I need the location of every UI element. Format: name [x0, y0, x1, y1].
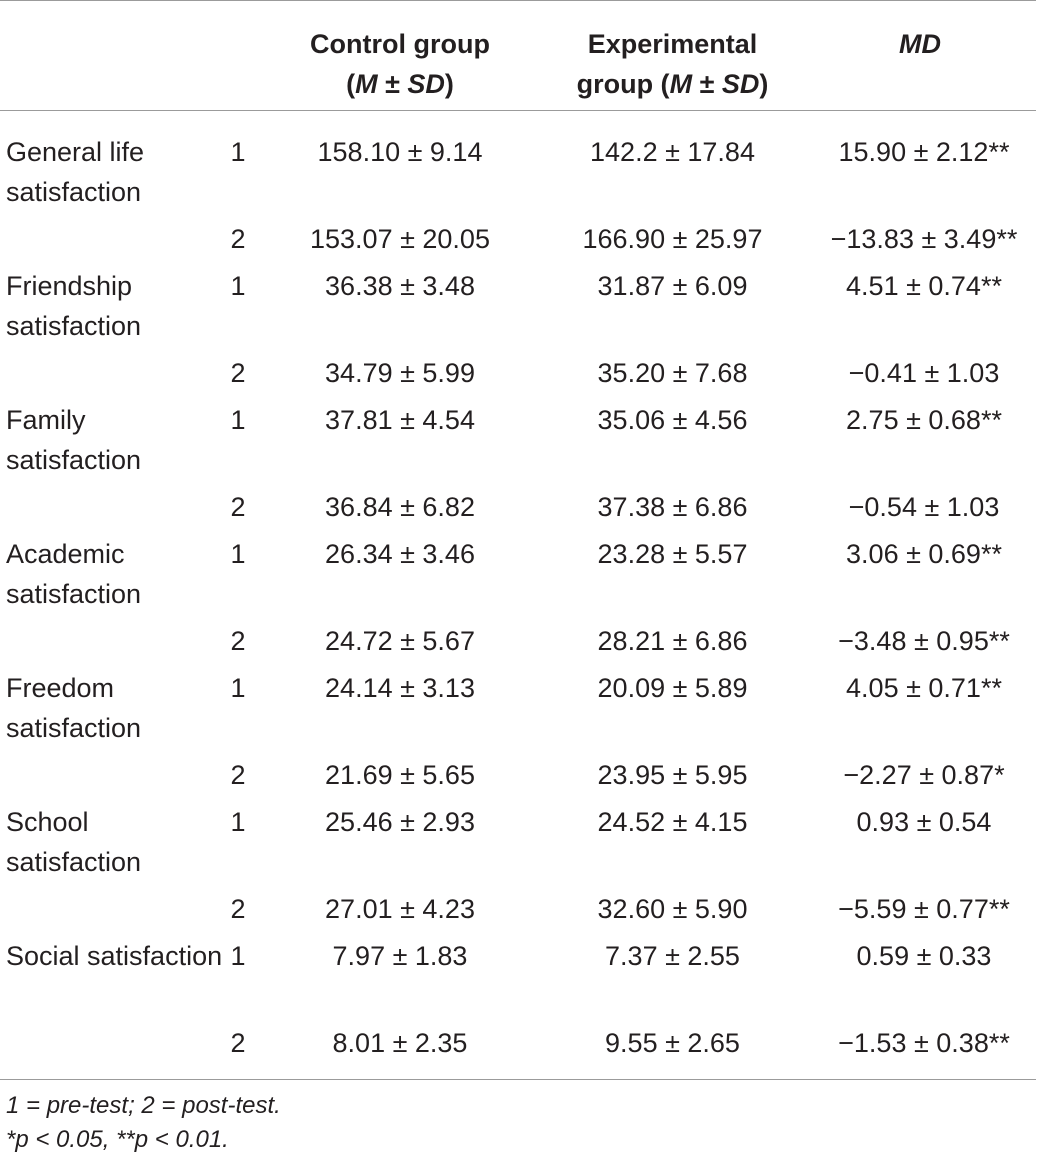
experimental-cell: 35.20 ± 7.68	[597, 358, 748, 388]
experimental-cell: 23.28 ± 5.57	[597, 539, 748, 569]
md-cell: −3.48 ± 0.95**	[838, 626, 1010, 656]
control-cell: 26.34 ± 3.46	[325, 539, 475, 569]
time-cell: 2	[230, 626, 246, 656]
control-cell: 8.01 ± 2.35	[332, 1028, 468, 1058]
experimental-cell: 24.52 ± 4.15	[597, 807, 748, 837]
control-cell: 25.46 ± 2.93	[325, 807, 475, 837]
row-label: Freedom satisfaction	[6, 673, 142, 743]
time-cell: 2	[230, 1028, 246, 1058]
time-cell: 1	[230, 673, 246, 703]
row-label: General life satisfaction	[6, 137, 145, 207]
control-cell: 37.81 ± 4.54	[325, 405, 475, 435]
experimental-cell: 31.87 ± 6.09	[597, 271, 748, 301]
control-cell: 27.01 ± 4.23	[325, 894, 475, 924]
control-cell: 24.72 ± 5.67	[325, 626, 475, 656]
experimental-cell: 20.09 ± 5.89	[597, 673, 748, 703]
control-cell: 24.14 ± 3.13	[325, 673, 475, 703]
time-cell: 1	[230, 271, 246, 301]
time-cell: 1	[230, 539, 246, 569]
table-bottom-rule	[0, 1079, 1036, 1080]
md-cell: 4.05 ± 0.71**	[846, 673, 1002, 703]
table-top-rule	[0, 0, 1036, 1]
time-cell: 1	[230, 807, 246, 837]
control-cell: 153.07 ± 20.05	[310, 224, 490, 254]
time-cell: 2	[230, 492, 246, 522]
experimental-cell: 35.06 ± 4.56	[597, 405, 748, 435]
experimental-cell: 7.37 ± 2.55	[605, 941, 740, 971]
experimental-cell: 28.21 ± 6.86	[597, 626, 748, 656]
md-cell: 4.51 ± 0.74**	[846, 271, 1002, 301]
md-cell: 3.06 ± 0.69**	[846, 539, 1002, 569]
header-control-line1: Control group	[310, 29, 490, 59]
experimental-cell: 32.60 ± 5.90	[597, 894, 748, 924]
md-cell: 2.75 ± 0.68**	[846, 405, 1002, 435]
md-cell: 15.90 ± 2.12**	[838, 137, 1010, 167]
experimental-cell: 142.2 ± 17.84	[590, 137, 755, 167]
control-cell: 36.38 ± 3.48	[325, 271, 475, 301]
time-cell: 2	[230, 894, 246, 924]
control-cell: 34.79 ± 5.99	[325, 358, 475, 388]
header-control-group: Control group (M ± SD)	[270, 24, 530, 104]
footnote-legend: 1 = pre-test; 2 = post-test.	[6, 1092, 281, 1119]
header-exp-line1: Experimental	[587, 29, 758, 59]
md-cell: 0.93 ± 0.54	[856, 807, 992, 837]
header-experimental-group: Experimental group (M ± SD)	[540, 24, 805, 104]
header-rule	[0, 110, 1036, 111]
md-cell: −0.54 ± 1.03	[848, 492, 1000, 522]
time-cell: 2	[230, 760, 246, 790]
header-md: MD	[899, 29, 941, 59]
time-cell: 2	[230, 358, 246, 388]
experimental-cell: 9.55 ± 2.65	[605, 1028, 740, 1058]
md-cell: −5.59 ± 0.77**	[838, 894, 1010, 924]
row-label: Academic satisfaction	[6, 539, 142, 609]
md-cell: −2.27 ± 0.87*	[843, 760, 1005, 790]
header-control-line2: (M ± SD)	[346, 69, 454, 99]
time-cell: 1	[230, 941, 246, 971]
control-cell: 7.97 ± 1.83	[332, 941, 468, 971]
row-label: Friendship satisfaction	[6, 271, 142, 341]
row-label: Family satisfaction	[6, 405, 142, 475]
header-exp-line2: group (M ± SD)	[576, 69, 769, 99]
experimental-cell: 23.95 ± 5.95	[597, 760, 748, 790]
md-cell: −0.41 ± 1.03	[848, 358, 1000, 388]
control-cell: 36.84 ± 6.82	[325, 492, 475, 522]
row-label: School satisfaction	[6, 807, 142, 877]
experimental-cell: 166.90 ± 25.97	[582, 224, 763, 254]
experimental-cell: 37.38 ± 6.86	[597, 492, 748, 522]
control-cell: 158.10 ± 9.14	[317, 137, 483, 167]
md-cell: −13.83 ± 3.49**	[830, 224, 1018, 254]
time-cell: 2	[230, 224, 246, 254]
time-cell: 1	[230, 137, 246, 167]
md-cell: 0.59 ± 0.33	[856, 941, 992, 971]
control-cell: 21.69 ± 5.65	[325, 760, 475, 790]
time-cell: 1	[230, 405, 246, 435]
footnote-significance: *p < 0.05, **p < 0.01.	[6, 1126, 229, 1153]
md-cell: −1.53 ± 0.38**	[838, 1028, 1010, 1058]
row-label: Social satisfaction	[6, 941, 223, 971]
